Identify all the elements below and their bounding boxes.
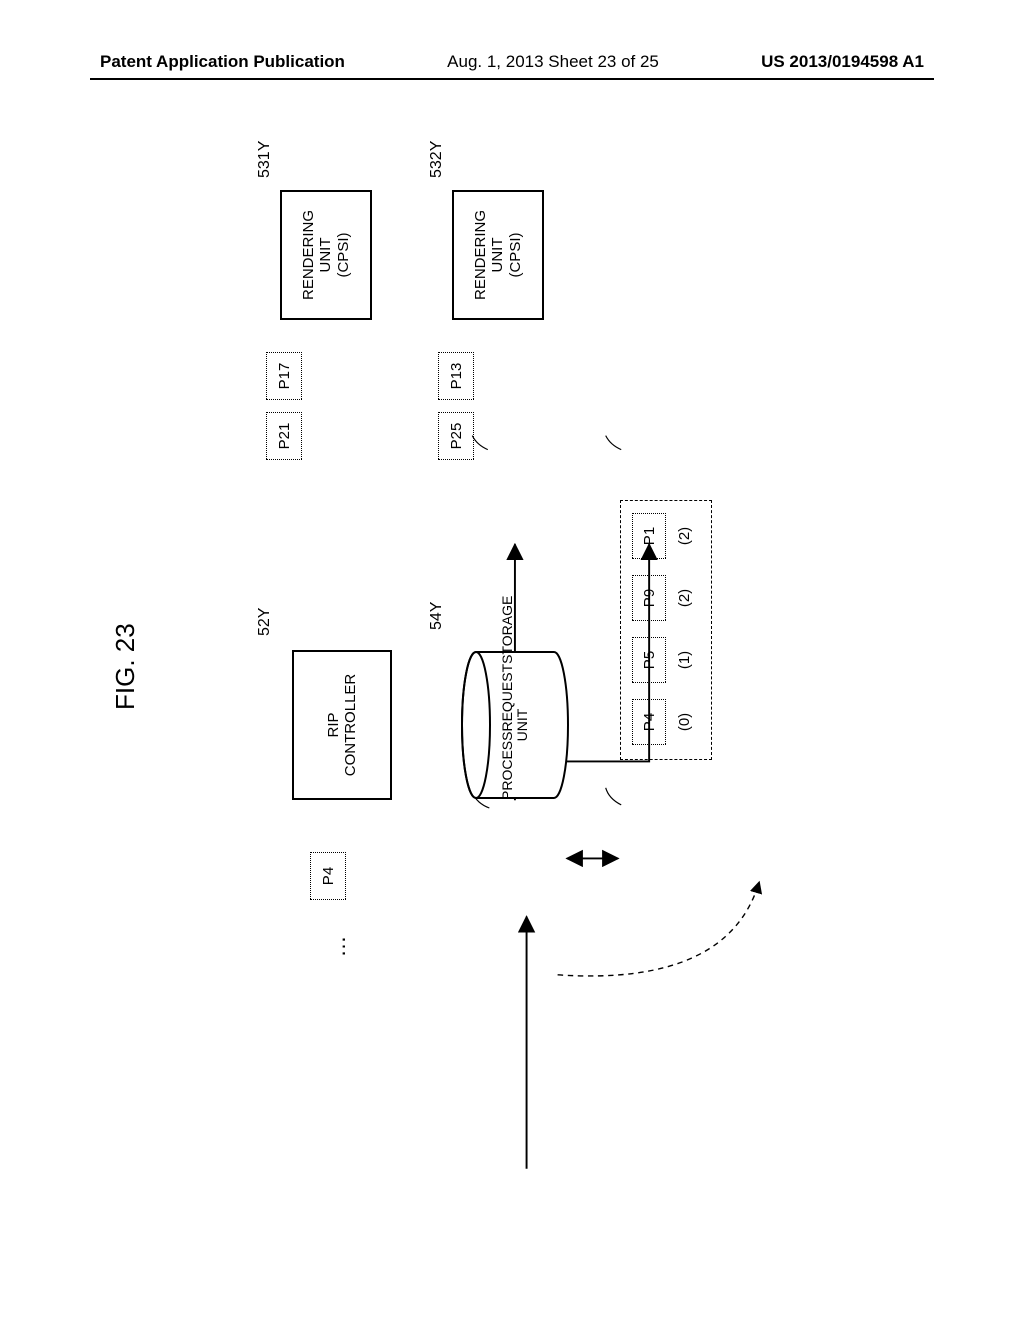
render-unit-1-label: RENDERINGUNIT(CPSI) bbox=[300, 210, 352, 300]
r1-page-b: P17 bbox=[266, 352, 302, 400]
rip-controller-ref: 52Y bbox=[256, 608, 274, 636]
render-unit-2-ref: 532Y bbox=[428, 141, 446, 178]
render-unit-1: RENDERINGUNIT(CPSI) bbox=[280, 190, 372, 320]
incoming-page-label: P4 bbox=[320, 867, 337, 885]
incoming-page-box: P4 bbox=[310, 852, 346, 900]
r2-page-a: P25 bbox=[438, 412, 474, 460]
r2-page-b-label: P13 bbox=[448, 363, 465, 390]
render-unit-2-label: RENDERINGUNIT(CPSI) bbox=[472, 210, 524, 300]
queue-item-2-label: P9 bbox=[641, 589, 658, 607]
queue-item-0-label: P4 bbox=[641, 713, 658, 731]
input-ellipsis: … bbox=[325, 930, 351, 960]
render-unit-1-ref: 531Y bbox=[256, 141, 274, 178]
r2-page-a-label: P25 bbox=[448, 423, 465, 450]
render-unit-2: RENDERINGUNIT(CPSI) bbox=[452, 190, 544, 320]
storage-label: PROCESSREQUESTSTORAGE UNIT bbox=[500, 650, 531, 800]
queue-item-1-label: P5 bbox=[641, 651, 658, 669]
storage-cylinder: PROCESSREQUESTSTORAGE UNIT bbox=[460, 650, 570, 800]
r2-page-b: P13 bbox=[438, 352, 474, 400]
queue-item-3-paren: (2) bbox=[676, 516, 693, 556]
queue-item-3-label: P1 bbox=[641, 527, 658, 545]
storage-ref: 54Y bbox=[428, 602, 446, 630]
queue-item-2-paren: (2) bbox=[676, 578, 693, 618]
rip-controller-label: RIPCONTROLLER bbox=[325, 674, 360, 777]
queue-item-1: P5 bbox=[632, 637, 666, 683]
rip-controller-block: RIPCONTROLLER bbox=[292, 650, 392, 800]
diagram-rotated-container: FIG. 23 bbox=[0, 148, 1024, 1172]
r1-page-b-label: P17 bbox=[276, 363, 293, 390]
connector-lines bbox=[0, 296, 1024, 1320]
queue-item-3: P1 bbox=[632, 513, 666, 559]
queue-item-1-paren: (1) bbox=[676, 640, 693, 680]
queue-item-0: P4 bbox=[632, 699, 666, 745]
diagram-canvas: FIG. 23 bbox=[0, 0, 1024, 1320]
r1-page-a: P21 bbox=[266, 412, 302, 460]
queue-item-0-paren: (0) bbox=[676, 702, 693, 742]
r1-page-a-label: P21 bbox=[276, 423, 293, 450]
queue-item-2: P9 bbox=[632, 575, 666, 621]
